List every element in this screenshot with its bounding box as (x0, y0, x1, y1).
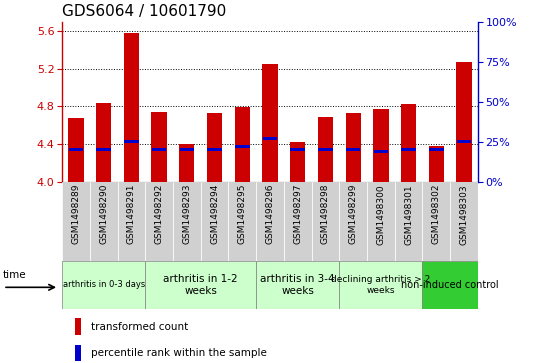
Bar (96, 103, 111, 182)
Text: GSM1498289: GSM1498289 (71, 184, 80, 244)
Bar (456, 62, 471, 182)
Bar (69, 148, 83, 151)
Bar (346, 148, 360, 151)
Bar (284, 182, 312, 261)
Bar (90, 182, 118, 261)
Bar (291, 148, 305, 151)
Bar (429, 148, 443, 151)
Bar (318, 148, 333, 151)
Bar (228, 182, 256, 261)
Bar (62, 261, 145, 309)
Text: GSM1498292: GSM1498292 (154, 184, 164, 244)
Bar (395, 182, 422, 261)
Bar (457, 140, 471, 143)
Text: GDS6064 / 10601790: GDS6064 / 10601790 (62, 4, 226, 19)
Text: GSM1498302: GSM1498302 (432, 184, 441, 244)
Bar (145, 261, 256, 309)
Bar (429, 146, 444, 182)
Bar (374, 150, 388, 153)
Bar (367, 182, 395, 261)
Bar (207, 113, 222, 182)
Text: time: time (3, 270, 27, 280)
Bar (179, 144, 194, 182)
Bar (118, 182, 145, 261)
Text: arthritis in 1-2
weeks: arthritis in 1-2 weeks (164, 274, 238, 296)
Bar (152, 112, 167, 182)
Bar (346, 113, 361, 182)
Text: percentile rank within the sample: percentile rank within the sample (91, 348, 267, 358)
Bar (207, 148, 222, 151)
Text: GSM1498297: GSM1498297 (293, 184, 302, 244)
Text: GSM1498303: GSM1498303 (460, 184, 469, 245)
Text: GSM1498298: GSM1498298 (321, 184, 330, 244)
Bar (262, 64, 278, 182)
Text: GSM1498290: GSM1498290 (99, 184, 108, 244)
Bar (69, 118, 84, 182)
Bar (75, 318, 81, 335)
Bar (318, 117, 333, 182)
Bar (124, 33, 139, 182)
Text: GSM1498291: GSM1498291 (127, 184, 136, 244)
Bar (263, 137, 277, 140)
Bar (256, 182, 284, 261)
Bar (75, 344, 81, 361)
Text: GSM1498300: GSM1498300 (376, 184, 386, 245)
Bar (312, 182, 339, 261)
Bar (152, 148, 166, 151)
Text: GSM1498294: GSM1498294 (210, 184, 219, 244)
Text: transformed count: transformed count (91, 322, 188, 331)
Bar (401, 148, 416, 151)
Text: arthritis in 3-4
weeks: arthritis in 3-4 weeks (260, 274, 335, 296)
Text: GSM1498299: GSM1498299 (349, 184, 357, 244)
Bar (422, 182, 450, 261)
Bar (173, 182, 201, 261)
Text: GSM1498296: GSM1498296 (266, 184, 274, 244)
Bar (290, 142, 305, 182)
Text: GSM1498293: GSM1498293 (183, 184, 191, 244)
Bar (339, 182, 367, 261)
Bar (235, 145, 249, 148)
Bar (62, 182, 90, 261)
Bar (339, 261, 422, 309)
Bar (124, 140, 139, 143)
Bar (235, 107, 250, 182)
Text: declining arthritis > 2
weeks: declining arthritis > 2 weeks (331, 275, 430, 295)
Bar (97, 148, 111, 151)
Bar (256, 261, 339, 309)
Bar (373, 109, 388, 182)
Text: arthritis in 0-3 days: arthritis in 0-3 days (63, 281, 145, 289)
Text: non-induced control: non-induced control (401, 280, 499, 290)
Bar (201, 182, 228, 261)
Bar (145, 182, 173, 261)
Bar (450, 182, 478, 261)
Bar (180, 148, 194, 151)
Text: GSM1498301: GSM1498301 (404, 184, 413, 245)
Bar (401, 105, 416, 182)
Text: GSM1498295: GSM1498295 (238, 184, 247, 244)
Bar (422, 261, 478, 309)
